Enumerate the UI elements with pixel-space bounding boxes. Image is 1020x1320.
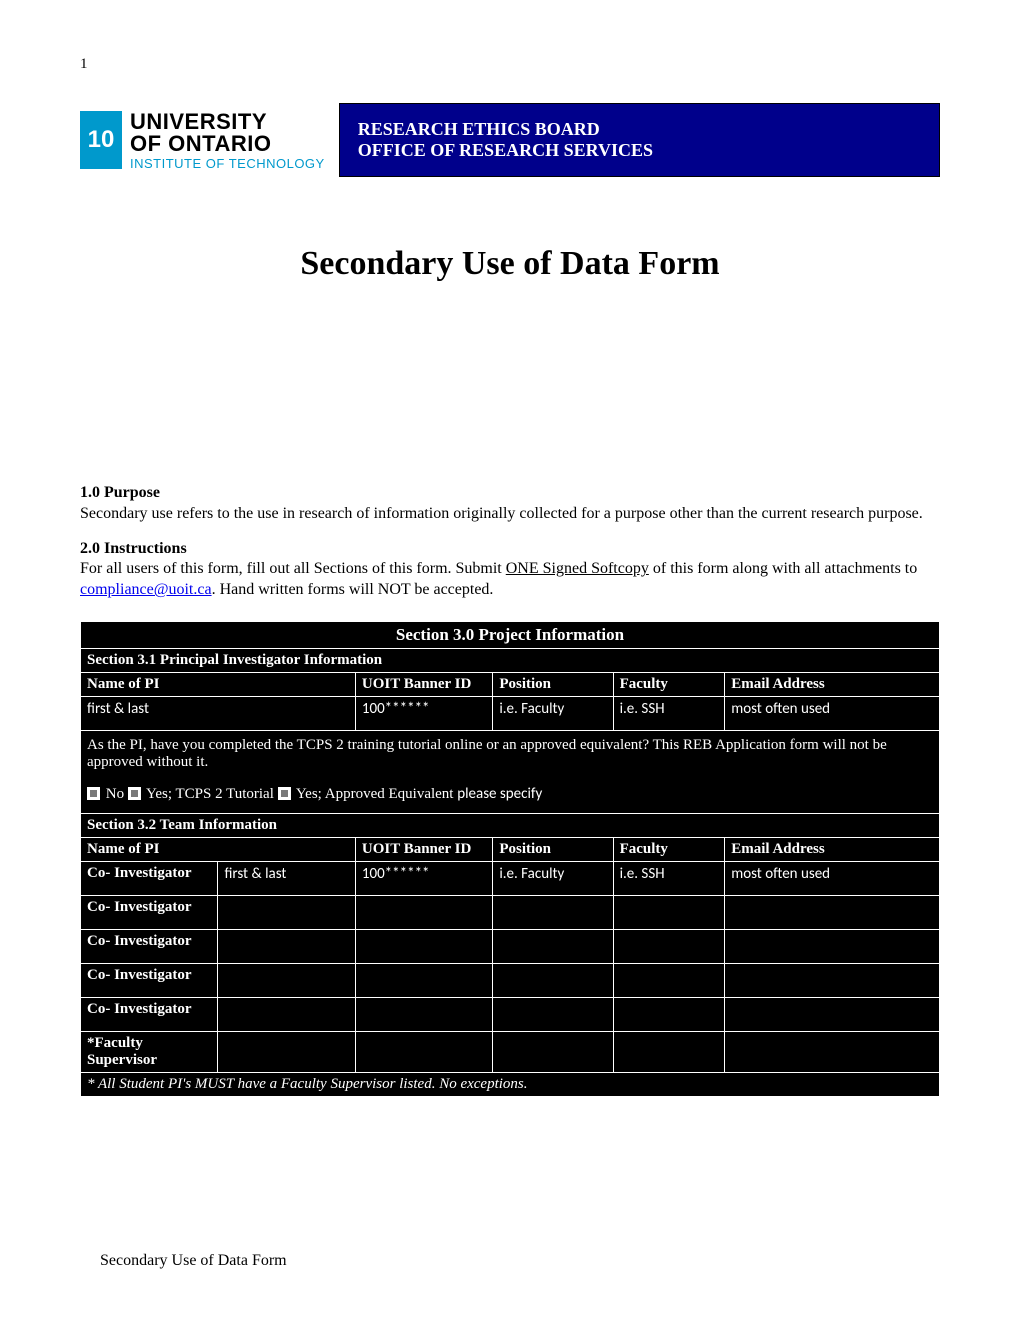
pi-header-row: Name of PI UOIT Banner ID Position Facul… [81,672,940,696]
logo-line1: UNIVERSITY [130,111,325,133]
opt-yes1: Yes; TCPS 2 Tutorial [143,786,278,802]
purpose-text: Secondary use refers to the use in resea… [80,505,923,522]
uoit-logo: 10 UNIVERSITY OF ONTARIO INSTITUTE OF TE… [80,103,339,177]
team-role: Co- Investigator [81,929,218,963]
banner-line1: RESEARCH ETHICS BOARD [358,119,921,140]
team-position[interactable] [493,929,613,963]
col-name: Name of PI [81,672,356,696]
team-faculty[interactable]: i.e. SSH [613,861,725,895]
pi-value-row: first & last 100****** i.e. Faculty i.e.… [81,696,940,730]
instructions-mid: of this form along with all attachments … [649,560,917,577]
team-banner[interactable] [355,963,492,997]
team-row: *Faculty Supervisor [81,1031,940,1072]
compliance-email-link[interactable]: compliance@uoit.ca [80,581,212,598]
team-position[interactable]: i.e. Faculty [493,861,613,895]
team-faculty[interactable] [613,929,725,963]
team-position[interactable] [493,895,613,929]
checkbox-yes-tutorial[interactable] [128,787,141,800]
section-3-2-heading: Section 3.2 Team Information [81,813,940,837]
supervisor-footnote: * All Student PI's MUST have a Faculty S… [81,1072,940,1096]
team-email[interactable] [725,929,940,963]
pi-email[interactable]: most often used [725,696,940,730]
team-faculty[interactable] [613,963,725,997]
team-name[interactable] [218,997,355,1031]
team-banner[interactable] [355,1031,492,1072]
col-email-2: Email Address [725,837,940,861]
pi-name[interactable]: first & last [81,696,356,730]
instructions-heading: 2.0 Instructions [80,540,187,557]
team-banner[interactable]: 100****** [355,861,492,895]
col-position-2: Position [493,837,613,861]
logo-line2: OF ONTARIO [130,133,325,155]
team-banner[interactable] [355,929,492,963]
team-email[interactable] [725,1031,940,1072]
project-info-table: Section 3.0 Project Information Section … [80,621,940,1097]
team-role: Co- Investigator [81,895,218,929]
section-3-title: Section 3.0 Project Information [81,621,940,648]
purpose-heading: 1.0 Purpose [80,484,160,501]
col-email: Email Address [725,672,940,696]
team-email[interactable]: most often used [725,861,940,895]
pi-position[interactable]: i.e. Faculty [493,696,613,730]
team-row: Co- Investigator [81,895,940,929]
logo-text: UNIVERSITY OF ONTARIO INSTITUTE OF TECHN… [130,111,325,170]
team-banner[interactable] [355,997,492,1031]
team-name[interactable] [218,929,355,963]
banner-line2: OFFICE OF RESEARCH SERVICES [358,140,921,161]
team-row: Co- Investigator [81,997,940,1031]
team-role: Co- Investigator [81,861,218,895]
header-banner: RESEARCH ETHICS BOARD OFFICE OF RESEARCH… [339,103,940,177]
please-specify[interactable]: please specify [457,785,542,803]
team-role: Co- Investigator [81,997,218,1031]
purpose-section: 1.0 Purpose Secondary use refers to the … [80,483,940,525]
header-row: 10 UNIVERSITY OF ONTARIO INSTITUTE OF TE… [80,103,940,177]
logo-badge-icon: 10 [80,111,122,169]
pi-faculty[interactable]: i.e. SSH [613,696,725,730]
col-banner-2: UOIT Banner ID [355,837,492,861]
team-email[interactable] [725,963,940,997]
opt-yes2: Yes; Approved Equivalent [293,786,458,802]
team-faculty[interactable] [613,1031,725,1072]
opt-no: No [102,786,128,802]
checkbox-no[interactable] [87,787,100,800]
pi-banner[interactable]: 100****** [355,696,492,730]
team-header-row: Name of PI UOIT Banner ID Position Facul… [81,837,940,861]
team-row: Co- Investigator [81,963,940,997]
team-name[interactable] [218,895,355,929]
team-email[interactable] [725,895,940,929]
col-faculty-2: Faculty [613,837,725,861]
instructions-post: . Hand written forms will NOT be accepte… [212,581,494,598]
team-banner[interactable] [355,895,492,929]
col-banner: UOIT Banner ID [355,672,492,696]
col-faculty: Faculty [613,672,725,696]
team-position[interactable] [493,1031,613,1072]
team-row: Co- Investigator [81,929,940,963]
body-text: 1.0 Purpose Secondary use refers to the … [80,483,940,601]
instructions-underlined: ONE Signed Softcopy [506,560,649,577]
team-row: Co- Investigatorfirst & last100******i.e… [81,861,940,895]
team-role: *Faculty Supervisor [81,1031,218,1072]
section-3-1-heading: Section 3.1 Principal Investigator Infor… [81,648,940,672]
checkbox-yes-equivalent[interactable] [278,787,291,800]
team-faculty[interactable] [613,895,725,929]
col-position: Position [493,672,613,696]
team-position[interactable] [493,963,613,997]
col-name-2: Name of PI [81,837,356,861]
team-name[interactable]: first & last [218,861,355,895]
page-number: 1 [80,56,940,73]
team-position[interactable] [493,997,613,1031]
tcps-question-cell: As the PI, have you completed the TCPS 2… [81,730,940,813]
team-email[interactable] [725,997,940,1031]
team-name[interactable] [218,1031,355,1072]
team-name[interactable] [218,963,355,997]
page-title: Secondary Use of Data Form [80,245,940,283]
team-faculty[interactable] [613,997,725,1031]
team-role: Co- Investigator [81,963,218,997]
instructions-pre: For all users of this form, fill out all… [80,560,506,577]
footer-text: Secondary Use of Data Form [100,1252,287,1270]
instructions-section: 2.0 Instructions For all users of this f… [80,539,940,601]
logo-line3: INSTITUTE OF TECHNOLOGY [130,157,325,170]
tcps-question: As the PI, have you completed the TCPS 2… [87,737,933,771]
page: 1 10 UNIVERSITY OF ONTARIO INSTITUTE OF … [0,0,1020,1320]
